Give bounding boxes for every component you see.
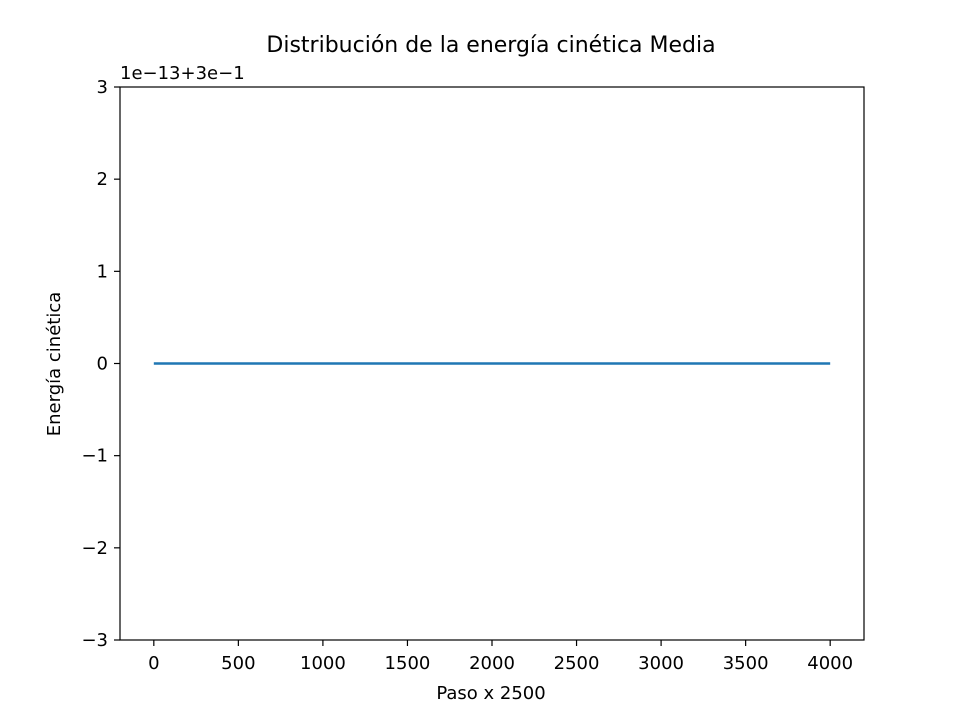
y-tick-label: −2 xyxy=(81,538,108,559)
x-tick-label: 3500 xyxy=(723,653,769,674)
y-tick-label: 1 xyxy=(97,261,108,282)
chart-title: Distribución de la energía cinética Medi… xyxy=(266,33,715,58)
y-tick-label: −1 xyxy=(81,446,108,467)
y-tick-label: 3 xyxy=(97,77,108,98)
x-tick-label: 1000 xyxy=(300,653,346,674)
x-tick-label: 2500 xyxy=(554,653,600,674)
axes-frame xyxy=(119,86,865,641)
x-axis-label: Paso x 2500 xyxy=(436,683,545,704)
y-axis-label: Energía cinética xyxy=(44,292,65,436)
x-tick-label: 0 xyxy=(148,653,159,674)
y-tick-label: 0 xyxy=(97,354,108,375)
x-tick-label: 500 xyxy=(221,653,255,674)
x-tick-label: 1500 xyxy=(385,653,431,674)
x-tick-label: 3000 xyxy=(638,653,684,674)
x-tick-label: 2000 xyxy=(469,653,515,674)
x-axis-ticks: 0 500 1000 1500 2000 2500 3000 3500 4000 xyxy=(148,640,853,674)
y-tick-label: −3 xyxy=(81,630,108,651)
y-axis-ticks: 3 2 1 0 −1 −2 −3 xyxy=(81,77,120,651)
y-axis-offset-text: 1e−13+3e−1 xyxy=(120,63,245,84)
y-tick-label: 2 xyxy=(97,169,108,190)
x-tick-label: 4000 xyxy=(807,653,853,674)
